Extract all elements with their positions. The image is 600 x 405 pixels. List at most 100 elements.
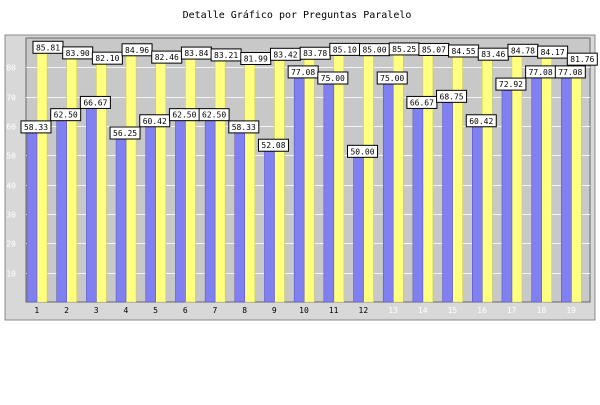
data-label-box bbox=[109, 126, 141, 140]
data-label: 60.42 bbox=[143, 117, 167, 126]
data-label: 85.07 bbox=[422, 45, 446, 54]
x-tick-label: 8 bbox=[242, 306, 247, 315]
bar-series-2 bbox=[274, 57, 285, 303]
x-tick-label: 2 bbox=[64, 306, 69, 315]
data-label: 50.00 bbox=[350, 147, 374, 156]
data-label: 81.99 bbox=[244, 54, 268, 63]
x-tick-label: 5 bbox=[153, 306, 158, 315]
x-tick-label: 9 bbox=[272, 306, 277, 315]
data-label-box bbox=[376, 71, 408, 85]
data-label-box bbox=[317, 71, 349, 85]
data-label: 84.96 bbox=[125, 46, 149, 55]
bar-series-2 bbox=[571, 61, 582, 303]
data-label: 56.25 bbox=[113, 129, 137, 138]
data-label: 66.67 bbox=[410, 98, 434, 107]
data-label: 84.17 bbox=[541, 48, 565, 57]
data-label-box bbox=[537, 45, 569, 59]
bar-series-1 bbox=[472, 124, 483, 303]
y-tick-label: 20 bbox=[6, 240, 16, 249]
data-label-box bbox=[198, 108, 230, 122]
data-labels: 85.81 83.90 82.10 84.96 82.46 83.84 83.21 81.99… bbox=[20, 40, 598, 158]
bar-series-2 bbox=[155, 59, 166, 303]
data-label-box bbox=[50, 108, 82, 122]
data-label: 83.42 bbox=[273, 50, 297, 59]
bar-series-1 bbox=[86, 106, 97, 303]
data-label: 84.78 bbox=[511, 46, 535, 55]
x-tick-label: 17 bbox=[507, 306, 517, 315]
x-tick-label: 13 bbox=[388, 306, 398, 315]
data-label-box bbox=[566, 52, 598, 66]
data-label: 83.84 bbox=[184, 49, 208, 58]
data-label: 84.55 bbox=[452, 47, 476, 56]
bar-series-2 bbox=[392, 51, 404, 303]
data-label-box bbox=[554, 65, 586, 79]
data-label: 83.21 bbox=[214, 51, 238, 60]
bar-series-1 bbox=[56, 118, 67, 303]
x-tick-label: 7 bbox=[213, 306, 218, 315]
bar-series-2 bbox=[333, 52, 345, 303]
bar-series-2 bbox=[363, 52, 374, 303]
y-tick-label: 70 bbox=[6, 94, 16, 103]
bar-series-2 bbox=[482, 56, 493, 303]
x-tick-label: 16 bbox=[477, 306, 487, 315]
data-label-box bbox=[91, 51, 123, 65]
data-label: 82.10 bbox=[95, 54, 119, 63]
x-tick-label: 4 bbox=[123, 306, 128, 315]
data-label: 52.08 bbox=[261, 141, 285, 150]
x-tick-label: 11 bbox=[329, 306, 339, 315]
x-tick-label: 19 bbox=[566, 306, 576, 315]
data-label: 85.00 bbox=[362, 46, 386, 55]
data-label: 77.08 bbox=[558, 68, 582, 77]
data-label: 58.33 bbox=[232, 123, 256, 132]
data-label: 83.90 bbox=[66, 49, 90, 58]
data-label-box bbox=[121, 43, 153, 57]
y-tick-label: 30 bbox=[6, 211, 16, 220]
data-label-box bbox=[20, 120, 52, 134]
bar-series-1 bbox=[531, 75, 542, 303]
bars bbox=[26, 48, 584, 303]
data-label-box bbox=[495, 77, 527, 91]
data-label: 62.50 bbox=[54, 111, 78, 120]
x-tick-label: 15 bbox=[448, 306, 458, 315]
bar-series-2 bbox=[422, 52, 434, 303]
bar-series-1 bbox=[115, 136, 127, 303]
bar-series-2 bbox=[541, 54, 552, 303]
x-tick-label: 3 bbox=[94, 306, 99, 315]
x-axis: 1 2 3 4 5 6 7 8 9 10 11 12 13 14 15 16 17 18 19 bbox=[34, 306, 576, 315]
data-label: 85.25 bbox=[392, 45, 416, 54]
data-label: 82.46 bbox=[155, 53, 179, 62]
y-axis: 10 20 30 40 50 60 70 80 bbox=[6, 64, 16, 279]
y-tick-label: 40 bbox=[6, 182, 16, 191]
y-tick-label: 10 bbox=[6, 270, 16, 279]
x-tick-label: 6 bbox=[183, 306, 188, 315]
data-label: 81.76 bbox=[570, 55, 594, 64]
bar-series-2 bbox=[511, 53, 523, 303]
bar-series-1 bbox=[234, 130, 246, 303]
data-label: 62.50 bbox=[202, 111, 226, 120]
data-label-box bbox=[257, 138, 289, 152]
bar-series-2 bbox=[244, 61, 256, 303]
data-label: 68.75 bbox=[440, 92, 464, 101]
bar-series-1 bbox=[353, 155, 364, 303]
y-tick-label: 60 bbox=[6, 123, 16, 132]
x-tick-label: 10 bbox=[299, 306, 309, 315]
data-label: 75.00 bbox=[321, 74, 345, 83]
bar-series-1 bbox=[175, 118, 186, 303]
data-label-box bbox=[228, 120, 260, 134]
bar-series-2 bbox=[36, 50, 48, 303]
data-label: 83.46 bbox=[481, 50, 505, 59]
bar-series-2 bbox=[66, 55, 77, 303]
bar-series-2 bbox=[214, 57, 226, 303]
data-label-box bbox=[79, 95, 111, 109]
data-label: 85.10 bbox=[333, 45, 357, 54]
bar-series-1 bbox=[382, 81, 394, 303]
data-label: 66.67 bbox=[83, 98, 107, 107]
data-label: 60.42 bbox=[469, 117, 493, 126]
x-tick-label: 14 bbox=[418, 306, 428, 315]
data-label: 75.00 bbox=[380, 74, 404, 83]
data-label: 77.08 bbox=[291, 68, 315, 77]
bar-series-1 bbox=[204, 118, 216, 303]
bar-series-1 bbox=[293, 75, 305, 303]
